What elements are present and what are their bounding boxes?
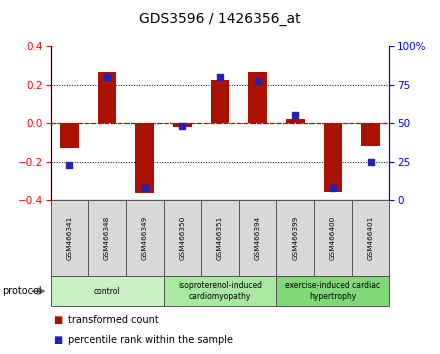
Point	[66, 162, 73, 167]
Text: exercise-induced cardiac
hypertrophy: exercise-induced cardiac hypertrophy	[286, 281, 381, 301]
Text: percentile rank within the sample: percentile rank within the sample	[68, 335, 233, 345]
Bar	[314, 200, 352, 276]
Text: transformed count: transformed count	[68, 315, 159, 325]
Text: GSM466341: GSM466341	[66, 216, 73, 260]
Text: GSM466400: GSM466400	[330, 216, 336, 260]
Text: GSM466394: GSM466394	[255, 216, 260, 260]
Text: GSM466399: GSM466399	[292, 216, 298, 260]
Point	[292, 113, 299, 118]
Text: protocol: protocol	[2, 286, 42, 296]
Point	[254, 79, 261, 84]
Bar	[286, 119, 305, 123]
Bar	[126, 200, 164, 276]
Bar	[51, 200, 88, 276]
Bar	[276, 276, 389, 306]
Text: control: control	[94, 287, 121, 296]
Text: GDS3596 / 1426356_at: GDS3596 / 1426356_at	[139, 12, 301, 27]
Text: ■: ■	[53, 315, 62, 325]
Point	[103, 74, 110, 80]
Point	[216, 74, 224, 80]
Text: GSM466401: GSM466401	[367, 216, 374, 260]
Bar	[352, 200, 389, 276]
Bar	[164, 200, 201, 276]
Bar	[98, 72, 117, 123]
Bar	[361, 123, 380, 146]
Text: isoproterenol-induced
cardiomyopathy: isoproterenol-induced cardiomyopathy	[178, 281, 262, 301]
Point	[330, 185, 337, 190]
Point	[179, 123, 186, 129]
Bar	[173, 123, 192, 127]
Point	[141, 185, 148, 190]
Bar	[276, 200, 314, 276]
Text: GSM466351: GSM466351	[217, 216, 223, 260]
Bar	[88, 200, 126, 276]
Bar	[201, 200, 239, 276]
Bar	[51, 276, 164, 306]
Bar	[248, 72, 267, 123]
Text: GSM466348: GSM466348	[104, 216, 110, 260]
Bar	[323, 123, 342, 192]
Bar	[211, 80, 229, 123]
Bar	[239, 200, 276, 276]
Text: ■: ■	[53, 335, 62, 345]
Bar	[136, 123, 154, 193]
Bar	[164, 276, 276, 306]
Text: GSM466349: GSM466349	[142, 216, 148, 260]
Point	[367, 159, 374, 164]
Text: GSM466350: GSM466350	[180, 216, 185, 260]
Bar	[60, 123, 79, 148]
